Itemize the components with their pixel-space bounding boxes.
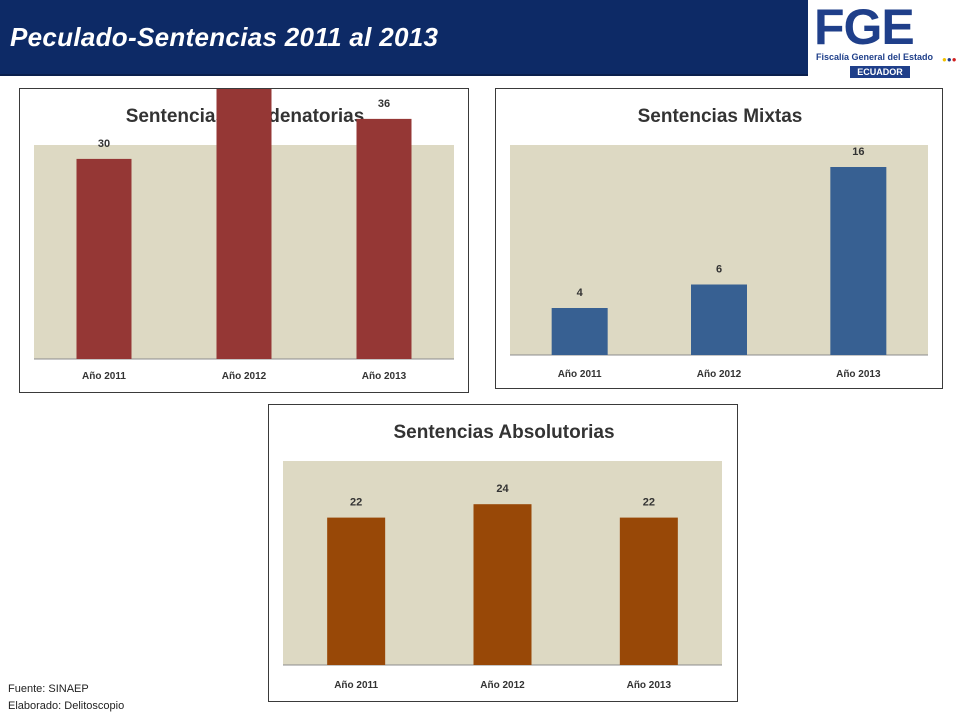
bar-absolutorias-3 (619, 517, 678, 665)
chart-absolutorias-svg: Sentencias Absolutorias 22 Año 2011 24 Año 2… (283, 422, 722, 691)
bar-mixtas-2 (691, 284, 747, 355)
flag-dots-icon: ●●● (942, 55, 957, 64)
header-bar: Peculado-Sentencias 2011 al 2013 (0, 0, 808, 76)
x-tick-label: Año 2013 (836, 369, 881, 380)
data-label: 16 (852, 146, 864, 158)
x-tick-label: Año 2012 (480, 680, 525, 691)
bar-condenatorias-3 (356, 118, 412, 359)
fge-logo: FGE Fiscalía General del Estado ECUADOR … (808, 0, 960, 80)
bar-absolutorias-1 (327, 517, 386, 665)
chart-title: Sentencias Mixtas (638, 106, 803, 127)
bar-mixtas-1 (551, 308, 608, 355)
x-tick-label: Año 2012 (222, 371, 267, 382)
logo-band (850, 66, 910, 78)
bar-condenatorias-2 (216, 89, 272, 359)
logo-country: ECUADOR (857, 67, 903, 77)
chart-absolutorias: Sentencias Absolutorias 22 Año 2011 24 Año 2… (268, 404, 738, 702)
data-label: 22 (350, 497, 362, 509)
data-label: 22 (643, 497, 655, 509)
bar-mixtas-3 (830, 167, 887, 355)
chart-title: Sentencias Absolutorias (393, 422, 614, 443)
x-tick-label: Año 2012 (697, 369, 742, 380)
footer-author: Elaborado: Delitoscopio (8, 700, 125, 712)
x-tick-label: Año 2011 (558, 369, 602, 380)
chart-mixtas: Sentencias Mixtas 4 Año 2011 6 Año 2012 16 Año… (495, 88, 943, 389)
logo-mark: FGE (814, 0, 915, 55)
page-title: Peculado-Sentencias 2011 al 2013 (10, 22, 439, 52)
data-label: 30 (98, 138, 110, 150)
footer-source: Fuente: SINAEP (8, 683, 89, 695)
data-label: 4 (577, 287, 584, 299)
data-label: 6 (716, 264, 722, 276)
logo-subtitle: Fiscalía General del Estado (816, 52, 934, 62)
x-tick-label: Año 2013 (627, 680, 672, 691)
chart-mixtas-svg: Sentencias Mixtas 4 Año 2011 6 Año 2012 16 Año… (510, 106, 928, 380)
x-tick-label: Año 2011 (82, 371, 126, 382)
data-label: 36 (378, 98, 390, 110)
x-tick-label: Año 2011 (334, 680, 378, 691)
bar-absolutorias-2 (473, 504, 532, 665)
x-tick-label: Año 2013 (362, 371, 407, 382)
bar-condenatorias-1 (76, 158, 132, 359)
data-label: 24 (496, 483, 509, 495)
